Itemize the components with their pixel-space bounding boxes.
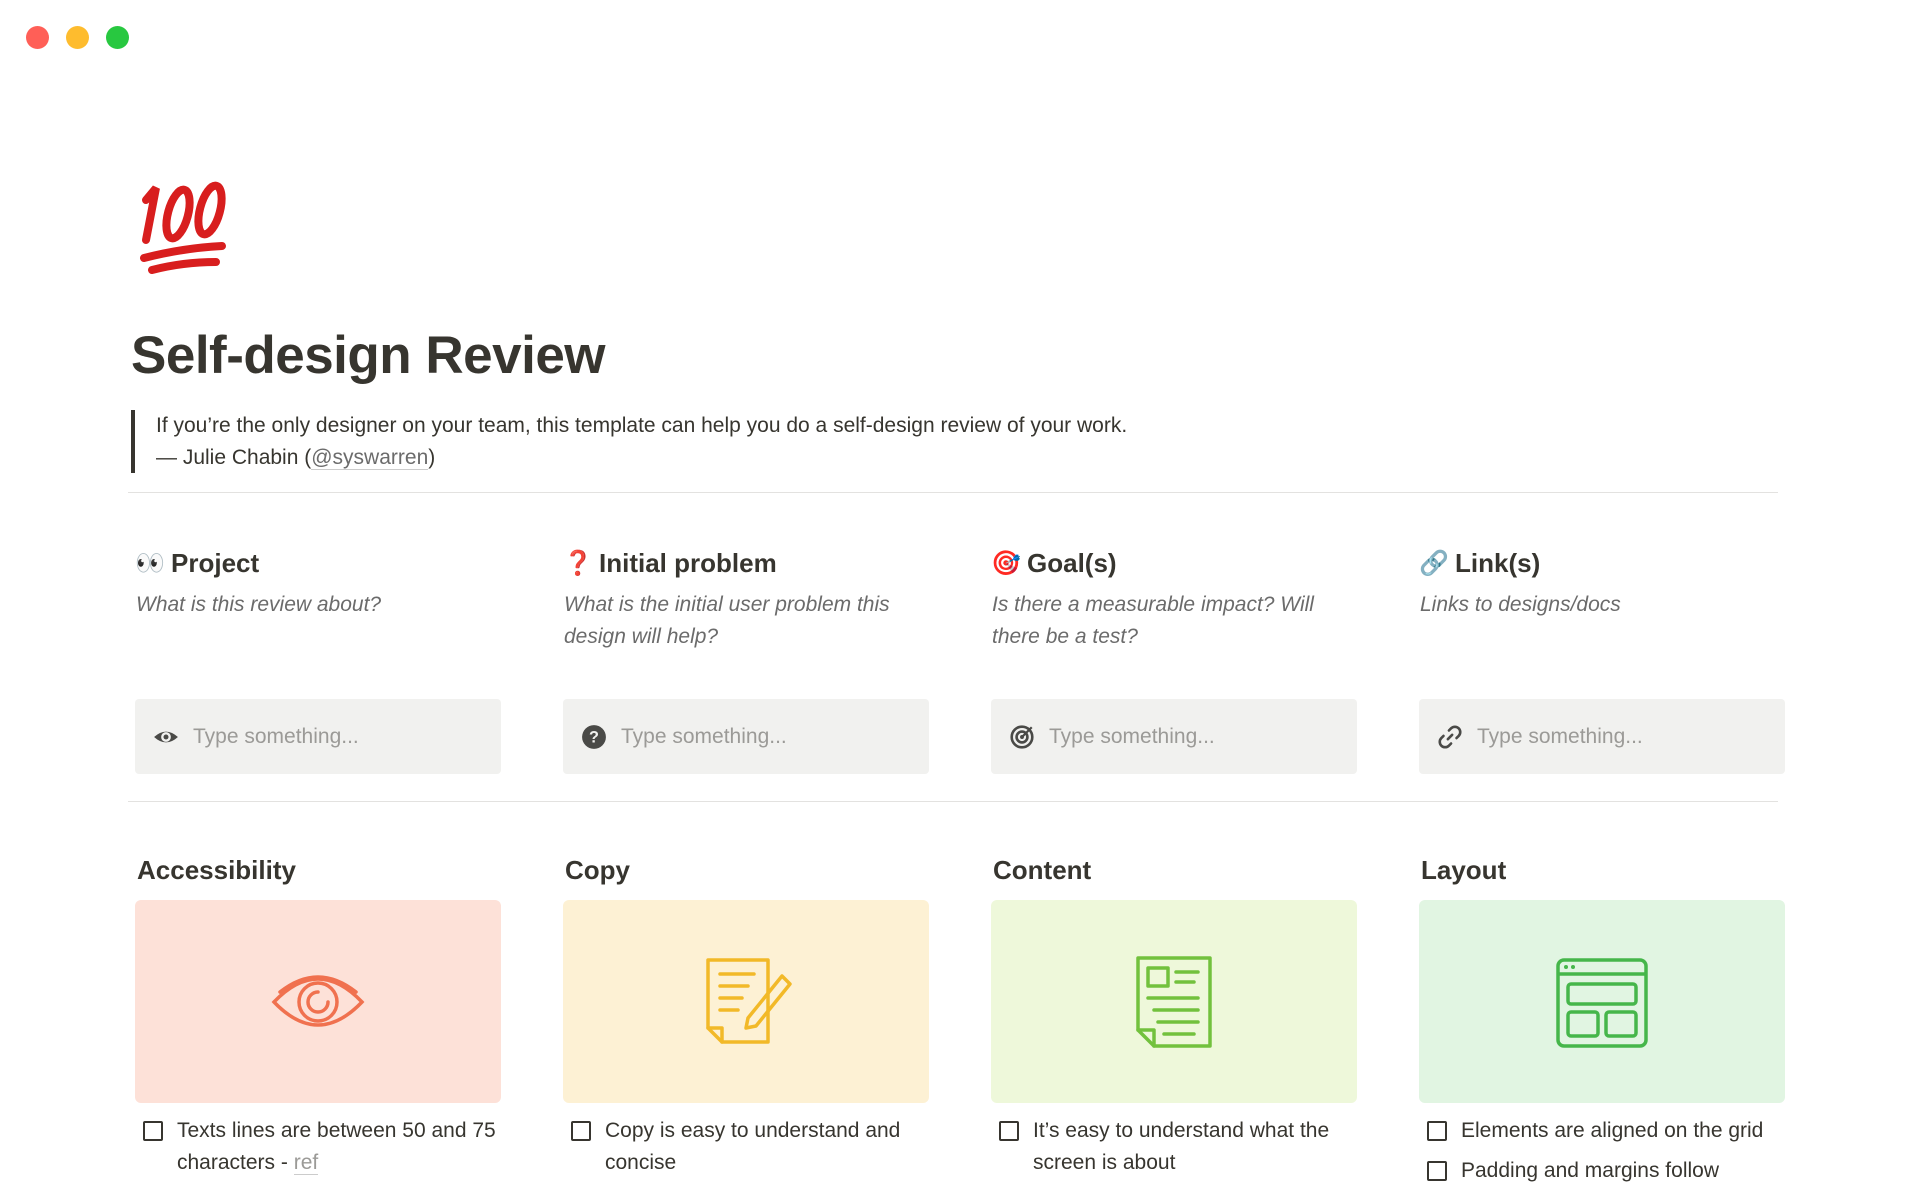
project-input[interactable]: Type something... [135,699,501,774]
input-placeholder: Type something... [1477,724,1643,748]
input-placeholder: Type something... [621,724,787,748]
question-title: Initial problem [599,547,777,578]
question-links: 🔗 Link(s) Links to designs/docs [1419,545,1785,685]
target-icon [1010,724,1034,749]
question-initial-problem: ❓ Initial problem What is the initial use… [563,545,929,685]
question-title: Goal(s) [1027,547,1117,578]
goals-input[interactable]: Type something... [991,699,1357,774]
window-zoom-button[interactable] [106,26,129,49]
question-project: 👀 Project What is this review about? [135,545,501,685]
task-item: Elements are aligned on the grid [1427,1115,1797,1147]
links-input[interactable]: Type something... [1419,699,1785,774]
eye-illustration-icon [271,974,365,1027]
task-checkbox[interactable] [1427,1161,1447,1181]
question-goals: 🎯 Goal(s) Is there a measurable impact? W… [991,545,1357,685]
task-text: Copy is easy to understand and concise [605,1119,901,1174]
divider [128,492,1778,493]
task-item: Texts lines are between 50 and 75 charac… [143,1115,513,1179]
author-handle-link[interactable]: @syswarren [311,446,429,470]
window-close-button[interactable] [26,26,49,49]
eyes-icon: 👀 [135,549,165,577]
section-title-content: Content [993,855,1092,885]
task-checkbox[interactable] [143,1121,163,1141]
task-item: Copy is easy to understand and concise [571,1115,921,1179]
question-title: Link(s) [1455,547,1541,578]
initial-problem-input[interactable]: ? Type something... [563,699,929,774]
task-checkbox[interactable] [1427,1121,1447,1141]
task-checkbox[interactable] [571,1121,591,1141]
ref-link[interactable]: ref [293,1151,319,1175]
document-pencil-icon [706,957,792,1044]
quote-attribution: — Julie Chabin (@syswarren) [156,442,1127,474]
copy-card[interactable] [563,900,929,1103]
question-title: Project [171,547,260,578]
window-minimize-button[interactable] [66,26,89,49]
layout-card[interactable] [1419,900,1785,1103]
hundred-points-icon [140,181,226,274]
link-icon [1438,724,1462,749]
quote-text: If you’re the only designer on your team… [156,414,1128,437]
section-title-layout: Layout [1421,855,1507,885]
question-description: Is there a measurable impact? Will there… [992,593,1314,648]
question-description: Links to designs/docs [1420,593,1621,616]
input-placeholder: Type something... [193,724,359,748]
document-content-icon [1136,955,1212,1048]
input-placeholder: Type something... [1049,724,1215,748]
question-description: What is the initial user problem this de… [564,593,890,648]
content-card[interactable] [991,900,1357,1103]
attribution-suffix: ) [428,446,436,469]
eye-icon [154,731,178,742]
attribution-name: — Julie Chabin ( [156,446,312,469]
quote-block: If you’re the only designer on your team… [131,410,1127,473]
accessibility-card[interactable] [135,900,501,1103]
task-checkbox[interactable] [999,1121,1019,1141]
task-text: Texts lines are between 50 and 75 charac… [177,1119,496,1174]
divider [128,801,1778,802]
svg-text:?: ? [589,728,599,746]
question-description: What is this review about? [136,593,382,616]
task-text: Elements are aligned on the grid [1461,1119,1764,1142]
target-icon: 🎯 [991,549,1021,577]
task-text: Padding and margins follow [1461,1159,1719,1182]
task-item: Padding and margins follow [1427,1155,1797,1187]
page-title: Self-design Review [131,326,606,385]
section-title-copy: Copy [565,855,630,885]
question-circle-icon: ? [582,724,606,749]
layout-window-icon [1556,957,1648,1048]
task-item: It’s easy to understand what the screen … [999,1115,1349,1179]
task-text: It’s easy to understand what the screen … [1033,1119,1330,1174]
question-mark-icon: ❓ [563,549,593,577]
link-icon: 🔗 [1419,549,1449,577]
section-title-accessibility: Accessibility [137,855,296,885]
